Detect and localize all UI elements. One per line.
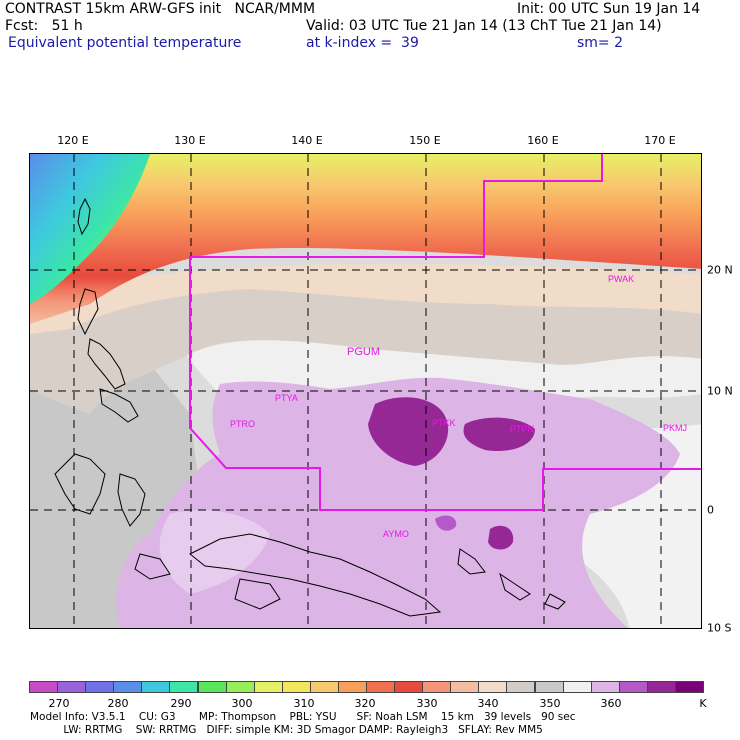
colorbar-swatch: [309, 681, 339, 693]
colorbar-label-280: 280: [107, 697, 129, 710]
colorbar-swatch: [590, 681, 620, 693]
station-ptro: PTRO: [230, 419, 255, 429]
station-ptya: PTYA: [275, 393, 298, 403]
colorbar-swatch: [281, 681, 311, 693]
colorbar-swatch: [29, 681, 59, 693]
coastlines: [54, 197, 566, 617]
lon-label-140e: 140 E: [291, 134, 323, 147]
convection-core-3: [488, 525, 514, 550]
colorbar-label-300: 300: [231, 697, 253, 710]
colorbar-label-330: 330: [416, 697, 438, 710]
lat-label-10s: 10 S: [707, 621, 732, 635]
colorbar-swatch: [674, 681, 704, 693]
colorbar-swatch: [562, 681, 592, 693]
colorbar-swatch: [113, 681, 143, 693]
init-time: Init: 00 UTC Sun 19 Jan 14: [517, 1, 701, 17]
colorbar-swatch: [506, 681, 536, 693]
lat-label-equator: 0: [707, 503, 714, 517]
colorbar-swatch: [394, 681, 424, 693]
colorbar-swatch: [478, 681, 508, 693]
lon-label-170e: 170 E: [644, 134, 676, 147]
theta-e-map: PWAK PGUM PTYA PTRO PTKK PTPN PKMJ AYMO: [29, 153, 702, 629]
stations: PWAK PGUM PTYA PTRO PTKK PTPN PKMJ AYMO: [230, 274, 687, 539]
domain-boundary: [189, 154, 701, 511]
level-index: at k-index = 39: [306, 35, 419, 51]
station-ptkk: PTKK: [432, 418, 456, 428]
valid-time: Valid: 03 UTC Tue 21 Jan 14 (13 ChT Tue …: [306, 18, 662, 34]
station-pgum: PGUM: [347, 346, 380, 358]
lon-label-120e: 120 E: [57, 134, 89, 147]
station-pkmj: PKMJ: [663, 423, 687, 433]
colorbar-swatch: [141, 681, 171, 693]
colorbar-label-270: 270: [48, 697, 70, 710]
pale-peach-field: [30, 263, 701, 334]
lon-label-150e: 150 E: [409, 134, 441, 147]
station-ptpn: PTPN: [510, 424, 534, 434]
convection-core-1: [368, 397, 449, 466]
colorbar-label-320: 320: [354, 697, 376, 710]
map-canvas: PWAK PGUM PTYA PTRO PTKK PTPN PKMJ AYMO: [30, 154, 701, 628]
colorbar-swatch: [450, 681, 480, 693]
convection-core-4: [435, 515, 457, 531]
colorbar-swatch: [57, 681, 87, 693]
colorbar-swatch: [253, 681, 283, 693]
cool-corner: [30, 154, 150, 304]
lat-label-20n: 20 N: [707, 263, 733, 277]
colorbar-label-290: 290: [170, 697, 192, 710]
lat-label-10n: 10 N: [707, 384, 733, 398]
station-aymo: AYMO: [383, 529, 409, 539]
lilac-patch-west: [159, 510, 270, 594]
warm-band: [30, 154, 701, 324]
smoothing: sm= 2: [577, 35, 624, 51]
colorbar-swatch: [618, 681, 648, 693]
forecast-hour: Fcst: 51 h: [5, 18, 83, 34]
colorbar-swatch: [534, 681, 564, 693]
model-title: CONTRAST 15km ARW-GFS init NCAR/MMM: [5, 1, 316, 17]
colorbar-label-350: 350: [539, 697, 561, 710]
colorbar-swatch: [422, 681, 452, 693]
lon-label-130e: 130 E: [174, 134, 206, 147]
colorbar-swatch: [337, 681, 367, 693]
model-info-line1: Model Info: V3.5.1 CU: G3 MP: Thompson P…: [30, 711, 576, 723]
colorbar-swatch: [197, 681, 227, 693]
colorbar-label-360: 360: [600, 697, 622, 710]
colorbar-swatch: [225, 681, 255, 693]
lilac-field: [116, 377, 680, 628]
station-pwak: PWAK: [608, 274, 634, 284]
field-name: Equivalent potential temperature: [8, 35, 242, 51]
lon-label-160e: 160 E: [527, 134, 559, 147]
convection-core-2: [463, 417, 535, 452]
colorbar-label-310: 310: [293, 697, 315, 710]
model-info-line2: LW: RRTMG SW: RRTMG DIFF: simple KM: 3D …: [30, 724, 543, 736]
colorbar-swatch: [646, 681, 676, 693]
colorbar-swatch: [366, 681, 396, 693]
colorbar-label-340: 340: [477, 697, 499, 710]
colorbar-swatch: [169, 681, 199, 693]
colorbar-unit: K: [699, 697, 707, 710]
colorbar-swatch: [85, 681, 115, 693]
